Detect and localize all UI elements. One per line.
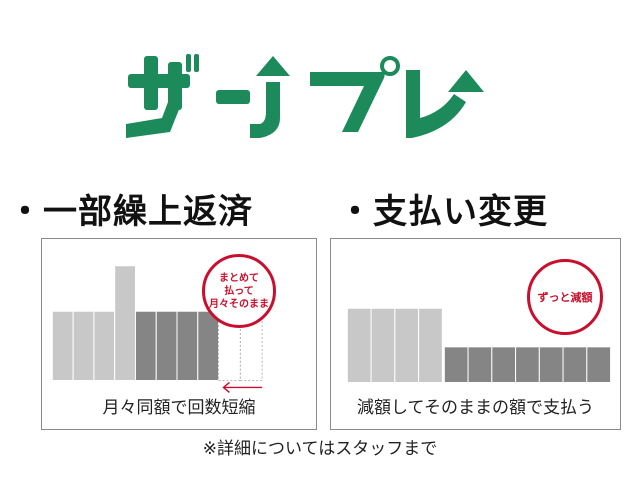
bar-light bbox=[370, 307, 396, 383]
stamp-line: ずっと減額 bbox=[537, 290, 593, 304]
footer-note: ※詳細についてはスタッフまで bbox=[202, 439, 438, 459]
bar-dark bbox=[155, 310, 178, 382]
bar-removed-outline bbox=[239, 310, 263, 382]
stamp-line: 払って bbox=[224, 285, 254, 297]
logo-stroke bbox=[256, 56, 290, 76]
stamp-lump-sum: まとめて 払って 月々そのまま bbox=[202, 254, 276, 328]
bar-dark bbox=[467, 346, 493, 383]
bar-dark bbox=[538, 346, 564, 383]
logo-stroke bbox=[126, 102, 182, 138]
logo-stroke bbox=[168, 62, 182, 110]
bar-light bbox=[51, 310, 74, 382]
logo-stroke bbox=[216, 90, 250, 104]
logo-stroke bbox=[448, 70, 484, 92]
heading-partial-prepayment: ・一部繰上返済 bbox=[8, 192, 253, 232]
bar-illustration-right bbox=[346, 307, 612, 383]
bar-light bbox=[72, 310, 95, 382]
bar-dark bbox=[443, 346, 469, 383]
shorten-arrow bbox=[222, 381, 263, 393]
bar-illustration-left bbox=[51, 265, 263, 393]
stamp-always-reduced: ずっと減額 bbox=[527, 259, 603, 335]
bar-light bbox=[418, 307, 443, 383]
caption-left: 月々同額で回数短縮 bbox=[102, 398, 256, 418]
logo-stroke bbox=[310, 72, 385, 132]
bar-dark bbox=[134, 310, 157, 382]
logo-stroke bbox=[186, 54, 191, 72]
heading-payment-change: ・支払い変更 bbox=[338, 192, 548, 232]
bar-light bbox=[346, 307, 372, 383]
panel-partial-prepayment: まとめて 払って 月々そのまま 月々同額で回数短縮 bbox=[41, 238, 317, 430]
bar-dark bbox=[197, 310, 220, 382]
stamp-line: まとめて bbox=[219, 272, 259, 284]
logo-stroke bbox=[144, 56, 158, 110]
panel-payment-change: ずっと減額 減額してそのままの額で支払う bbox=[330, 238, 621, 430]
logo bbox=[126, 54, 484, 138]
bar-dark bbox=[515, 346, 540, 383]
logo-stroke bbox=[380, 56, 400, 76]
caption-right: 減額してそのままの額で支払う bbox=[357, 398, 594, 418]
bar-dark bbox=[562, 346, 588, 383]
bar-light-tall bbox=[114, 265, 136, 382]
logo-stroke bbox=[250, 82, 280, 138]
bar-light bbox=[394, 307, 420, 383]
bar-dark bbox=[176, 310, 199, 382]
bar-dark bbox=[491, 346, 517, 383]
stamp-line: 月々そのまま bbox=[209, 298, 269, 310]
bar-dark bbox=[586, 346, 612, 383]
logo-stroke bbox=[194, 54, 199, 72]
logo-stroke bbox=[406, 70, 466, 138]
bar-light bbox=[93, 310, 116, 382]
